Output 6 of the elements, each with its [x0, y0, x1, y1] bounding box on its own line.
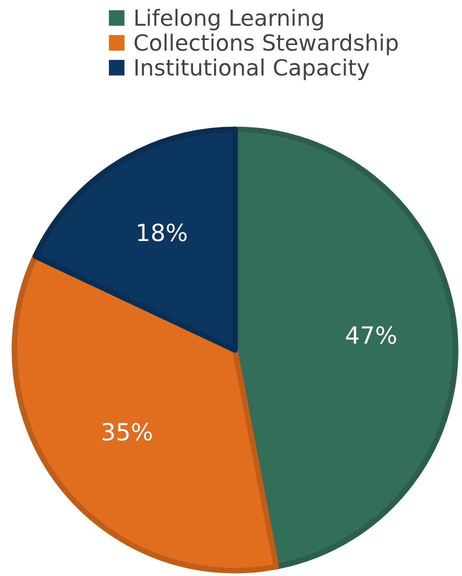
- legend-label: Lifelong Learning: [136, 8, 323, 30]
- legend-label: Collections Stewardship: [134, 34, 398, 56]
- data-label: 47%: [346, 326, 396, 344]
- legend-label: Institutional Capacity: [136, 58, 370, 80]
- data-label: 18%: [138, 224, 187, 242]
- data-label: 35%: [102, 422, 152, 441]
